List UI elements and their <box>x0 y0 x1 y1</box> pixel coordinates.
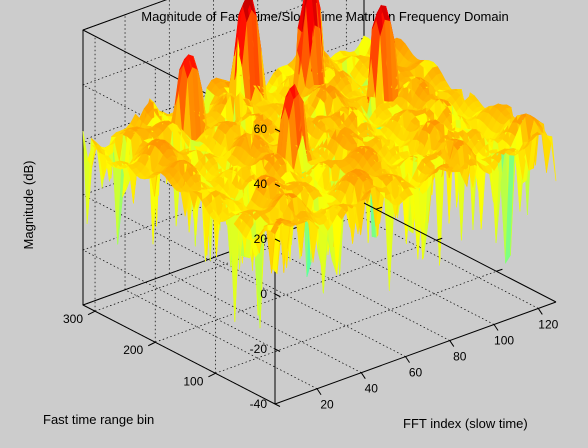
surface-patch <box>435 166 444 266</box>
x-tick-mark <box>494 324 498 330</box>
z-tick-mark <box>275 404 280 407</box>
y-tick-mark <box>148 342 155 346</box>
surface-patch <box>385 198 394 290</box>
z-tick-label: 40 <box>254 177 268 191</box>
y-axis-label: Fast time range bin <box>43 412 154 427</box>
z-tick-label: 20 <box>254 232 268 246</box>
surface-patch <box>230 217 239 322</box>
chart-title: Magnitude of Fast-Time/Slow-Time Matrix … <box>141 9 509 24</box>
y-tick-label: 200 <box>123 343 143 357</box>
z-axis-label: Magnitude (dB) <box>21 161 36 250</box>
x-axis-label: FFT index (slow time) <box>403 416 528 431</box>
z-tick-label: 60 <box>254 122 268 136</box>
y-tick-mark <box>496 269 502 271</box>
x-tick-label: 20 <box>320 398 334 412</box>
x-tick-mark <box>450 341 454 347</box>
x-tick-label: 80 <box>453 350 467 364</box>
x-tick-label: 120 <box>538 317 558 331</box>
y-tick-label: 300 <box>63 312 83 326</box>
z-tick-label: -40 <box>250 397 268 411</box>
grid-line-y-floor <box>155 240 436 342</box>
x-tick-mark <box>361 373 365 379</box>
grid-line-x-floor <box>125 290 317 389</box>
axis-box-edge <box>83 305 275 404</box>
z-tick-label: 0 <box>260 287 267 301</box>
x-tick-mark <box>317 389 321 395</box>
z-tick-label: -20 <box>250 342 268 356</box>
x-tick-label: 100 <box>494 333 514 347</box>
x-tick-mark <box>538 308 542 314</box>
y-tick-label: 100 <box>183 374 203 388</box>
x-tick-label: 40 <box>365 382 379 396</box>
y-tick-mark <box>208 373 215 377</box>
z-tick-mark <box>275 294 280 297</box>
grid-line-x-floor <box>214 258 406 357</box>
x-tick-label: 60 <box>409 366 423 380</box>
x-tick-mark <box>406 357 410 363</box>
y-tick-mark <box>88 311 95 315</box>
